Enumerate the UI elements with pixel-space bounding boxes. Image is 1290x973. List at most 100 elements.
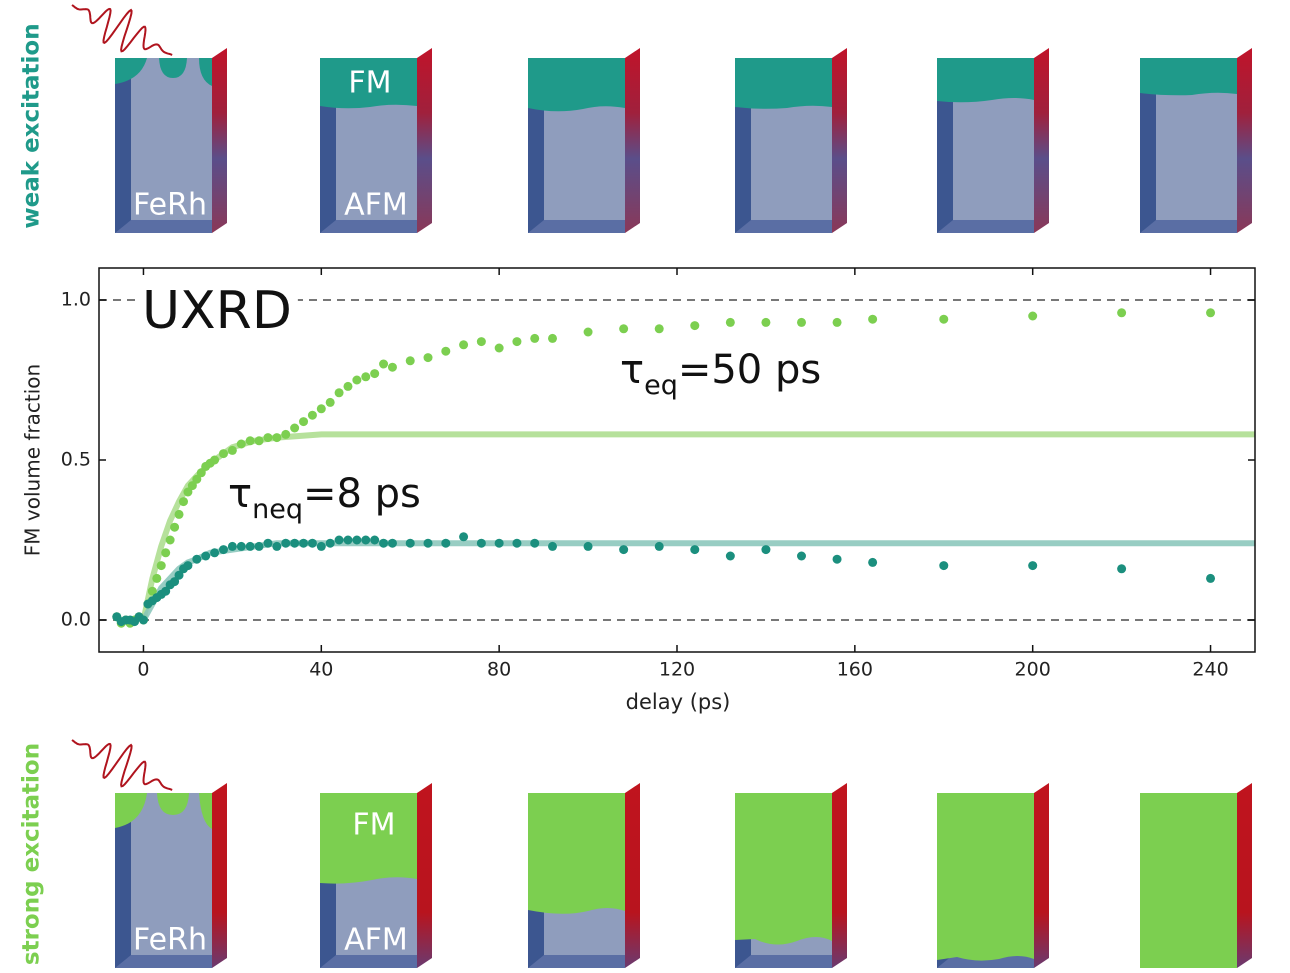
data-point <box>494 538 504 548</box>
data-point <box>245 436 255 446</box>
fit-line <box>140 540 1255 622</box>
data-point <box>459 532 469 542</box>
data-point <box>512 538 522 548</box>
data-point <box>832 317 842 327</box>
data-point <box>352 375 362 385</box>
annotation-text: =8 ps <box>303 471 421 517</box>
data-point <box>170 577 180 587</box>
data-point <box>761 545 771 555</box>
data-point <box>316 541 326 551</box>
y-tick-label: 1.0 <box>61 289 91 311</box>
data-point <box>530 333 540 343</box>
data-point <box>1206 308 1216 318</box>
data-point <box>423 538 433 548</box>
light-pulse <box>71 4 173 56</box>
phase-label: AFM <box>344 188 408 223</box>
data-point <box>210 455 220 465</box>
points <box>112 308 1216 628</box>
data-point <box>161 548 171 558</box>
strong-row: FeRh FM AFM <box>115 783 1252 968</box>
data-point <box>334 535 344 545</box>
sample-box <box>1140 48 1252 233</box>
data-point <box>423 353 433 363</box>
data-point <box>178 497 188 507</box>
data-point <box>236 439 246 449</box>
data-point <box>379 359 389 369</box>
x-tick-label: 80 <box>487 659 511 681</box>
data-point <box>227 445 237 455</box>
light-pulses <box>71 4 173 791</box>
sample-box <box>735 48 847 233</box>
phase-label: FM <box>352 808 395 843</box>
sample-box <box>937 783 1049 968</box>
data-point <box>263 538 273 548</box>
data-point <box>690 321 700 331</box>
data-point <box>1117 308 1127 318</box>
data-point <box>1117 564 1127 574</box>
annotation-subscript: eq <box>644 370 678 401</box>
x-tick-label: 240 <box>1192 659 1228 681</box>
data-point <box>210 548 220 558</box>
chart: delay (ps) FM volume fraction UXRDτeq=50… <box>21 267 1256 714</box>
data-point <box>299 417 309 427</box>
data-point <box>325 538 335 548</box>
row-label: weak excitation <box>19 23 45 228</box>
data-point <box>352 535 362 545</box>
data-point <box>476 337 486 347</box>
x-tick-label: 160 <box>837 659 873 681</box>
data-point <box>174 570 184 580</box>
sample-box: FM AFM <box>320 783 432 968</box>
data-point <box>170 522 180 532</box>
data-point <box>654 541 664 551</box>
data-point <box>370 535 380 545</box>
fit-lines <box>140 431 1255 622</box>
data-point <box>370 369 380 379</box>
row-label: strong excitation <box>19 743 45 965</box>
data-point <box>405 538 415 548</box>
data-point <box>619 324 629 334</box>
data-point <box>156 561 166 571</box>
data-point <box>690 545 700 555</box>
data-point <box>725 551 735 561</box>
data-point <box>583 327 593 337</box>
data-point <box>236 541 246 551</box>
data-point <box>272 433 282 443</box>
weak-row: FeRh FM AFM <box>115 48 1252 233</box>
data-point <box>183 487 193 497</box>
data-point <box>183 561 193 571</box>
sample-box <box>528 48 640 233</box>
data-point <box>387 538 397 548</box>
data-point <box>245 541 255 551</box>
data-point <box>334 388 344 398</box>
y-tick-label: 0.5 <box>61 449 91 471</box>
data-point <box>187 481 197 491</box>
data-point <box>290 538 300 548</box>
data-point <box>361 372 371 382</box>
data-point <box>138 615 148 625</box>
data-point <box>161 586 171 596</box>
sample-box: FeRh <box>115 48 227 233</box>
data-point <box>299 538 309 548</box>
data-point <box>939 561 949 571</box>
data-point <box>272 541 282 551</box>
data-point <box>325 397 335 407</box>
data-point <box>494 343 504 353</box>
light-pulse <box>71 739 173 791</box>
data-point <box>530 538 540 548</box>
sample-box <box>528 783 640 968</box>
annotation-symbol: τ <box>620 347 644 393</box>
sample-box <box>937 48 1049 233</box>
data-point <box>165 535 175 545</box>
data-point <box>192 474 202 484</box>
data-point <box>476 538 486 548</box>
data-point <box>441 346 451 356</box>
data-point <box>254 541 264 551</box>
data-point <box>281 429 291 439</box>
data-point <box>307 410 317 420</box>
data-point <box>725 317 735 327</box>
x-tick-label: 200 <box>1015 659 1051 681</box>
data-point <box>619 545 629 555</box>
sample-box: FM AFM <box>320 48 432 233</box>
data-point <box>548 541 558 551</box>
